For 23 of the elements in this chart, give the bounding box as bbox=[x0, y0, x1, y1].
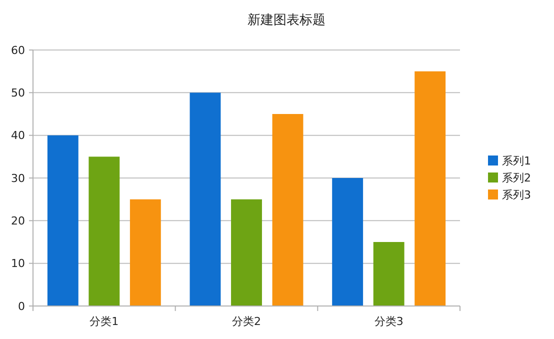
bar bbox=[47, 135, 78, 306]
y-tick-label: 50 bbox=[11, 86, 25, 100]
x-tick-label: 分类1 bbox=[90, 315, 119, 328]
y-tick-label: 60 bbox=[11, 44, 25, 57]
y-tick-label: 40 bbox=[11, 129, 25, 142]
bar bbox=[231, 199, 262, 306]
y-tick-label: 30 bbox=[11, 172, 25, 185]
legend-label: 系列3 bbox=[502, 188, 531, 202]
y-tick-label: 0 bbox=[18, 300, 25, 313]
bar bbox=[190, 92, 221, 306]
y-tick-label: 10 bbox=[11, 257, 25, 270]
x-tick-label: 分类2 bbox=[232, 315, 261, 328]
legend-label: 系列1 bbox=[502, 154, 531, 168]
y-tick-label: 20 bbox=[11, 214, 25, 228]
x-tick-label: 分类3 bbox=[374, 315, 404, 328]
chart-title: 新建图表标题 bbox=[248, 13, 326, 28]
bar bbox=[332, 178, 364, 306]
bar bbox=[272, 114, 304, 306]
legend-label: 系列2 bbox=[502, 171, 531, 184]
bar bbox=[414, 71, 446, 306]
bar bbox=[88, 156, 120, 306]
bar bbox=[373, 242, 404, 306]
bar bbox=[130, 199, 161, 306]
